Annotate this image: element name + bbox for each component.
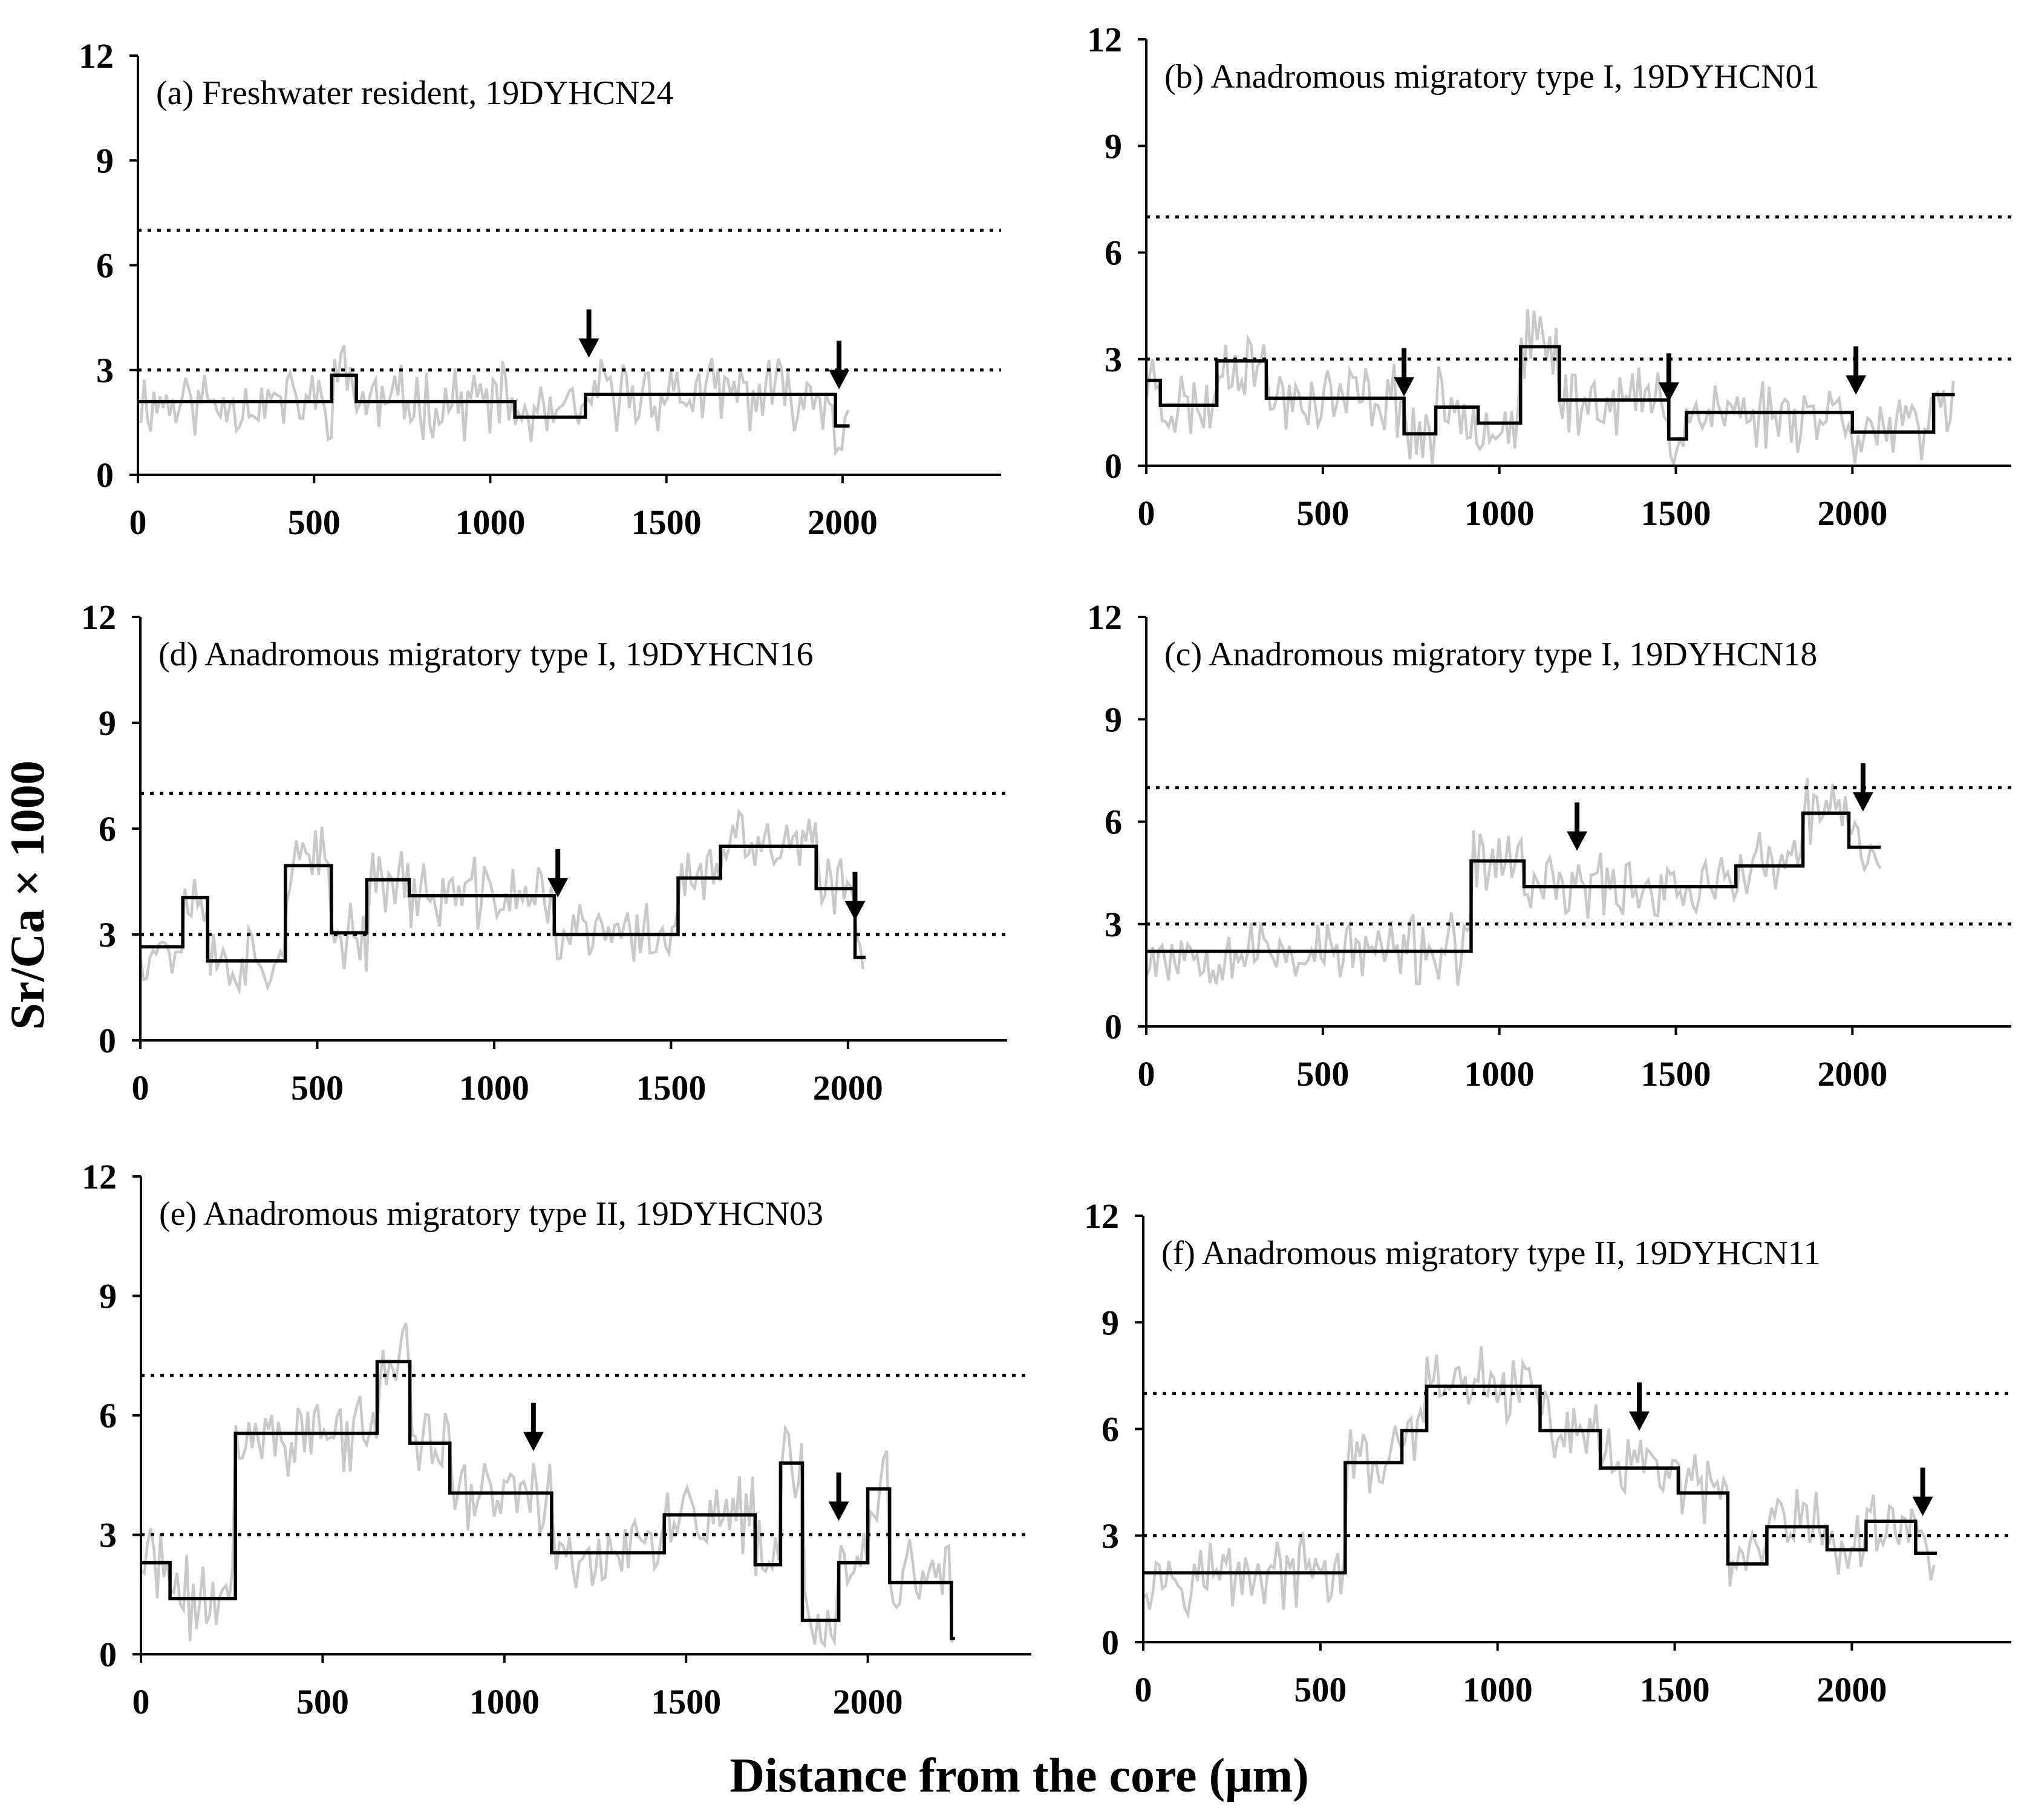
x-tick-label: 2000	[1817, 494, 1887, 533]
arrow-marker	[578, 309, 599, 358]
y-tick-label: 12	[1084, 1196, 1119, 1236]
x-tick-label: 0	[132, 1068, 149, 1107]
step-series-line	[1146, 345, 1955, 441]
arrow-marker	[844, 872, 866, 921]
y-tick-label: 6	[1105, 803, 1122, 842]
x-tick-label: 500	[1294, 1670, 1347, 1709]
arrow-marker	[1394, 348, 1415, 397]
raw-signal-line	[140, 1322, 954, 1649]
arrow-marker	[829, 341, 850, 390]
y-tick-label: 6	[99, 809, 116, 849]
panel-title: (b) Anadromous migratory type I, 19DYHCN…	[1164, 58, 1820, 96]
y-tick-label: 12	[82, 1157, 117, 1196]
y-tick-label: 0	[1105, 1007, 1122, 1046]
y-tick-label: 3	[1102, 1516, 1119, 1556]
panel-title: (d) Anadromous migratory type I, 19DYHCN…	[158, 636, 814, 673]
arrow-marker	[547, 849, 569, 898]
y-axis-label: Sr/Ca × 1000	[1, 760, 54, 1030]
x-tick-label: 2000	[1817, 1670, 1887, 1709]
step-series-line	[1143, 1385, 1937, 1575]
x-tick-label: 0	[132, 1682, 150, 1721]
y-tick-label: 6	[1105, 233, 1122, 273]
arrow-marker	[828, 1472, 849, 1521]
x-tick-label: 1500	[651, 1682, 721, 1721]
raw-signal-line	[1144, 308, 1955, 469]
arrow-marker	[1846, 346, 1867, 395]
x-tick-label: 500	[296, 1682, 349, 1721]
x-tick-label: 500	[1296, 1054, 1349, 1094]
y-tick-label: 9	[99, 703, 116, 743]
x-tick-label: 1000	[469, 1682, 540, 1721]
x-tick-label: 500	[1296, 494, 1349, 533]
panel-title: (f) Anadromous migratory type II, 19DYHC…	[1161, 1235, 1821, 1272]
panel-e: 0 3 6 9 12 0 500 1000 1500 2000 (e) Anadromous mig…	[82, 1157, 1031, 1721]
x-tick-label: 500	[288, 503, 341, 542]
raw-signal-line	[137, 345, 850, 457]
y-tick-label: 3	[99, 915, 116, 954]
y-tick-label: 3	[99, 1516, 117, 1555]
y-tick-label: 9	[1105, 700, 1122, 739]
raw-signal-line	[1144, 778, 1882, 986]
x-tick-label: 1500	[632, 503, 702, 542]
panel-f: 0 3 6 9 12 0 500 1000 1500 2000 (f) Anadromous mig…	[1084, 1196, 2011, 1709]
y-tick-label: 0	[1105, 446, 1122, 486]
x-tick-label: 1000	[459, 1068, 529, 1107]
y-tick-label: 3	[1105, 905, 1122, 944]
x-tick-label: 2000	[808, 503, 878, 542]
y-tick-label: 6	[1102, 1410, 1119, 1449]
arrow-marker	[1852, 763, 1873, 812]
y-tick-label: 9	[96, 141, 114, 180]
x-tick-label: 1000	[1464, 1054, 1535, 1094]
x-tick-label: 1500	[1641, 1054, 1711, 1094]
y-tick-label: 9	[99, 1277, 117, 1316]
step-series-line	[138, 373, 850, 428]
x-tick-label: 1000	[1463, 1670, 1533, 1709]
x-tick-label: 500	[291, 1068, 344, 1107]
y-tick-label: 3	[1105, 340, 1122, 379]
step-series-line	[140, 844, 866, 963]
arrow-marker	[1912, 1467, 1933, 1516]
y-tick-label: 12	[79, 36, 114, 76]
x-tick-label: 2000	[833, 1682, 903, 1721]
x-tick-label: 0	[1138, 494, 1155, 533]
y-tick-label: 9	[1102, 1303, 1119, 1342]
y-tick-label: 12	[1087, 598, 1122, 637]
panel-c: 0 3 6 9 12 0 500 1000 1500 2000 (c) Anadromous mig…	[1087, 598, 2011, 1094]
x-tick-label: 1000	[455, 503, 525, 542]
y-tick-label: 12	[81, 598, 116, 637]
panel-title: (c) Anadromous migratory type I, 19DYHCN…	[1164, 636, 1817, 673]
y-tick-label: 0	[99, 1021, 116, 1060]
x-tick-label: 2000	[1817, 1054, 1887, 1094]
y-tick-label: 12	[1087, 20, 1122, 59]
y-tick-label: 0	[1102, 1623, 1119, 1662]
y-tick-label: 0	[99, 1635, 117, 1674]
x-tick-label: 1000	[1464, 494, 1535, 533]
arrow-marker	[1567, 802, 1588, 851]
y-tick-label: 6	[96, 246, 114, 285]
panel-a: 0 3 6 9 12 0 500 1000 1500 2000 (a) Freshwater res…	[79, 36, 1001, 542]
arrow-marker	[1629, 1382, 1650, 1431]
x-tick-label: 0	[1138, 1054, 1155, 1094]
panel-b: 0 3 6 9 12 0 500 1000 1500 2000 (b) Anadromous mig…	[1087, 20, 2011, 533]
x-tick-label: 2000	[813, 1068, 883, 1107]
y-tick-label: 0	[96, 455, 114, 495]
panel-title: (e) Anadromous migratory type II, 19DYHC…	[159, 1195, 823, 1233]
x-tick-label: 1500	[636, 1068, 706, 1107]
raw-signal-line	[139, 808, 865, 996]
y-tick-label: 6	[99, 1396, 117, 1435]
step-series-line	[141, 1360, 955, 1640]
x-tick-label: 1500	[1640, 1670, 1710, 1709]
panel-title: (a) Freshwater resident, 19DYHCN24	[156, 74, 673, 112]
x-tick-label: 1500	[1641, 494, 1711, 533]
x-axis-label: Distance from the core (μm)	[730, 1749, 1309, 1802]
arrow-marker	[523, 1403, 544, 1452]
y-tick-label: 3	[96, 351, 114, 390]
panel-d: 0 3 6 9 12 0 500 1000 1500 2000 (d) Anadromous mig…	[81, 598, 1007, 1107]
x-tick-label: 0	[129, 503, 147, 542]
x-tick-label: 0	[1135, 1670, 1152, 1709]
arrow-marker	[1658, 353, 1679, 402]
y-tick-label: 9	[1105, 126, 1122, 166]
step-series-line	[1146, 811, 1881, 953]
